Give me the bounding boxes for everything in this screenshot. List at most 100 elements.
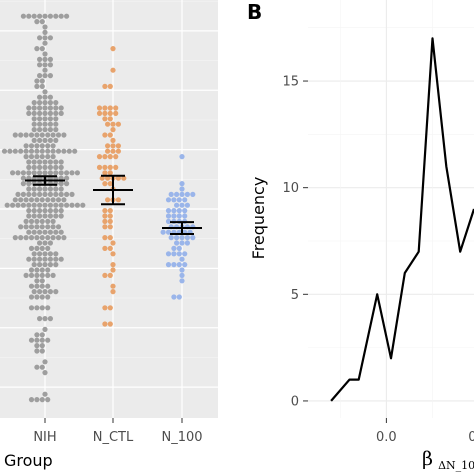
panel-a-point-n-100 bbox=[182, 197, 188, 203]
panel-a-point-nih bbox=[69, 170, 75, 176]
panel-a-point-n-ctl bbox=[102, 170, 108, 176]
panel-a-point-nih bbox=[31, 208, 37, 214]
panel-a-point-nih bbox=[26, 170, 32, 176]
panel-a-point-nih bbox=[47, 100, 54, 106]
panel-a-point-n-100 bbox=[171, 197, 177, 203]
panel-a-point-nih bbox=[31, 110, 37, 116]
panel-a-point-n-100 bbox=[174, 235, 180, 241]
panel-a-point-nih bbox=[58, 256, 64, 262]
panel-a-point-n-100 bbox=[171, 208, 177, 214]
panel-a-point-n-100 bbox=[190, 235, 196, 241]
panel-a-point-nih bbox=[58, 170, 64, 176]
panel-a-point-nih bbox=[47, 94, 54, 100]
panel-a-point-nih bbox=[37, 164, 43, 170]
panel-a-point-n-ctl bbox=[110, 121, 116, 127]
panel-a-point-nih bbox=[45, 272, 51, 278]
panel-b-background bbox=[308, 0, 474, 418]
panel-a-point-nih bbox=[64, 13, 70, 19]
panel-a-point-n-ctl bbox=[110, 289, 116, 295]
panel-a-point-nih bbox=[23, 154, 29, 160]
panel-a-point-nih bbox=[28, 397, 35, 403]
panel-a-point-nih bbox=[42, 229, 48, 235]
panel-a-point-nih bbox=[42, 316, 48, 322]
panel-a-point-nih bbox=[61, 235, 67, 241]
panel-a-point-nih bbox=[58, 229, 64, 235]
panel-a-point-nih bbox=[26, 159, 32, 165]
panel-a-point-nih bbox=[37, 240, 43, 246]
panel-b-tag: B bbox=[247, 0, 262, 24]
panel-a-point-nih bbox=[26, 175, 32, 181]
panel-a-point-nih bbox=[39, 337, 45, 343]
panel-a-point-nih bbox=[31, 159, 37, 165]
panel-a-point-nih bbox=[42, 202, 48, 208]
panel-a: NIH N_CTL N_100 Group bbox=[0, 0, 218, 470]
panel-a-point-n-ctl bbox=[96, 105, 103, 111]
panel-a-point-nih bbox=[20, 175, 26, 181]
panel-a-point-n-ctl bbox=[107, 164, 113, 170]
panel-a-point-n-100 bbox=[179, 154, 185, 160]
panel-a-point-n-100 bbox=[176, 245, 182, 251]
panel-a-point-n-ctl bbox=[113, 110, 119, 116]
panel-a-point-n-100 bbox=[165, 208, 172, 214]
panel-a-x-tick-label: N_100 bbox=[161, 430, 202, 445]
panel-a-point-nih bbox=[39, 272, 45, 278]
panel-a-point-n-ctl bbox=[107, 305, 113, 311]
panel-a-point-n-100 bbox=[176, 197, 182, 203]
panel-a-point-nih bbox=[34, 148, 40, 154]
panel-a-point-nih bbox=[47, 35, 54, 41]
panel-a-point-nih bbox=[37, 262, 43, 268]
panel-a-point-nih bbox=[74, 170, 80, 176]
panel-a-point-nih bbox=[31, 289, 37, 295]
panel-a-point-nih bbox=[42, 100, 48, 106]
panel-a-point-nih bbox=[34, 337, 40, 343]
panel-a-point-n-100 bbox=[171, 262, 177, 268]
panel-a-point-nih bbox=[53, 289, 59, 295]
panel-a-point-nih bbox=[31, 256, 37, 262]
panel-a-point-nih bbox=[53, 256, 59, 262]
panel-a-point-nih bbox=[50, 272, 56, 278]
panel-a-point-nih bbox=[42, 40, 48, 46]
panel-a-point-nih bbox=[18, 197, 24, 203]
panel-a-point-nih bbox=[47, 186, 54, 192]
panel-a-point-nih bbox=[18, 148, 24, 154]
panel-a-point-nih bbox=[37, 213, 43, 219]
panel-a-point-n-ctl bbox=[102, 164, 108, 170]
panel-a-point-nih bbox=[39, 218, 45, 224]
panel-a-point-nih bbox=[58, 213, 64, 219]
panel-a-point-nih bbox=[58, 110, 64, 116]
panel-a-point-nih bbox=[61, 148, 67, 154]
panel-a-point-nih bbox=[42, 110, 48, 116]
panel-a-point-nih bbox=[45, 235, 51, 241]
panel-a-point-nih bbox=[42, 170, 48, 176]
panel-a-point-nih bbox=[47, 170, 54, 176]
panel-a-point-nih bbox=[58, 191, 64, 197]
panel-a-point-nih bbox=[50, 148, 56, 154]
panel-a-point-nih bbox=[18, 235, 24, 241]
panel-a-point-n-ctl bbox=[102, 105, 108, 111]
panel-a-point-nih bbox=[47, 13, 54, 19]
panel-a-point-nih bbox=[37, 116, 43, 122]
panel-a-point-nih bbox=[53, 13, 59, 19]
panel-a-point-nih bbox=[50, 197, 56, 203]
panel-a-point-nih bbox=[50, 235, 56, 241]
panel-a-point-n-100 bbox=[165, 218, 172, 224]
panel-a-point-nih bbox=[39, 267, 45, 273]
panel-a-point-nih bbox=[42, 159, 48, 165]
panel-a-point-nih bbox=[37, 56, 43, 63]
panel-a-point-nih bbox=[34, 278, 40, 284]
panel-a-point-nih bbox=[39, 235, 45, 241]
panel-a-point-nih bbox=[64, 191, 70, 197]
panel-a-point-nih bbox=[47, 289, 54, 295]
panel-a-point-nih bbox=[31, 13, 37, 19]
panel-a-point-nih bbox=[39, 343, 45, 349]
panel-a-point-nih bbox=[7, 148, 13, 154]
panel-a-point-nih bbox=[28, 283, 35, 289]
panel-a-point-nih bbox=[55, 235, 62, 241]
panel-a-point-n-ctl bbox=[107, 105, 113, 111]
panel-a-point-nih bbox=[39, 397, 45, 403]
panel-a-point-n-ctl bbox=[110, 143, 116, 149]
panel-a-point-nih bbox=[53, 159, 59, 165]
panel-a-point-n-ctl bbox=[102, 116, 108, 122]
panel-a-point-n-ctl bbox=[107, 245, 113, 251]
panel-a-point-nih bbox=[39, 154, 45, 160]
